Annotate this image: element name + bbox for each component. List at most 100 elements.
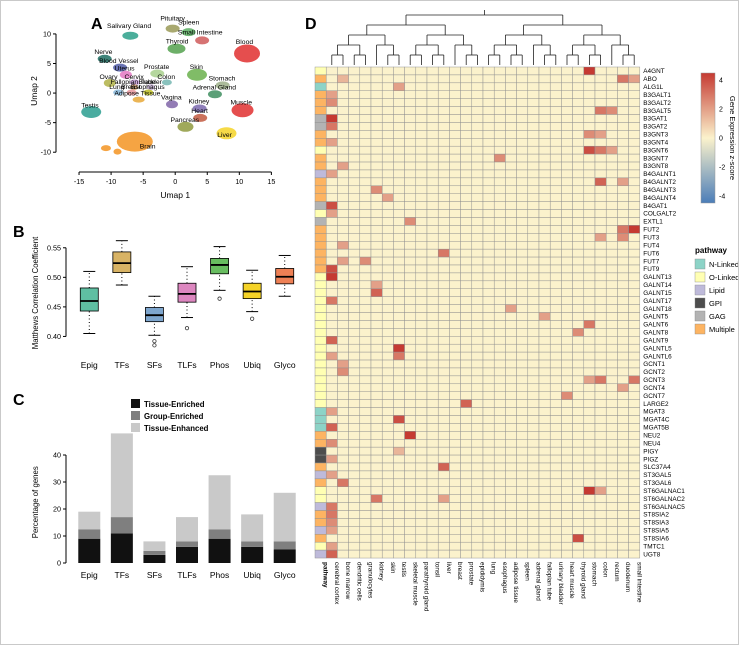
pathway-cell xyxy=(314,217,327,226)
heatmap-cell xyxy=(572,518,585,527)
heatmap-cell xyxy=(415,225,428,234)
heatmap-cell xyxy=(381,209,394,218)
heatmap-cell xyxy=(493,193,506,202)
pathway-cell xyxy=(314,288,327,297)
heatmap-cell xyxy=(325,233,338,242)
heatmap-cell xyxy=(460,138,473,147)
heatmap-cell xyxy=(505,462,517,472)
heatmap-cell xyxy=(337,248,349,258)
heatmap-cell xyxy=(449,90,461,99)
heatmap-cell xyxy=(538,549,551,559)
heatmap-cell xyxy=(572,161,585,171)
heatmap-cell xyxy=(594,201,607,210)
heatmap-cell xyxy=(505,169,517,179)
heatmap-cell xyxy=(628,351,641,361)
heatmap-cell xyxy=(325,367,338,377)
heatmap-cell xyxy=(359,241,372,250)
heatmap-cell xyxy=(415,541,428,551)
heatmap-cell xyxy=(381,145,394,155)
column-label: lung xyxy=(490,562,497,575)
heatmap-cell xyxy=(628,74,641,84)
heatmap-cell xyxy=(415,153,428,163)
heatmap-cell xyxy=(527,288,540,297)
heatmap-cell xyxy=(393,375,405,385)
heatmap-cell xyxy=(348,241,361,250)
heatmap-cell xyxy=(325,264,338,274)
heatmap-cell xyxy=(605,454,618,464)
heatmap-cell xyxy=(605,106,618,115)
heatmap-cell xyxy=(449,407,461,416)
pathway-cell xyxy=(314,241,327,250)
heatmap-cell xyxy=(415,415,428,424)
heatmap-cell xyxy=(437,288,450,297)
heatmap-cell xyxy=(583,138,596,147)
heatmap-cell xyxy=(628,161,641,171)
column-label: liver xyxy=(445,562,452,575)
heatmap-cell xyxy=(527,312,540,321)
heatmap-cell xyxy=(628,454,641,464)
column-label: kidney xyxy=(378,562,385,581)
heatmap-cell xyxy=(516,248,529,258)
bar-segment xyxy=(110,517,133,534)
heatmap-cell xyxy=(348,431,361,440)
heatmap-cell xyxy=(505,343,517,353)
heatmap-cell xyxy=(404,399,417,408)
heatmap-cell xyxy=(325,130,338,139)
heatmap-cell xyxy=(325,407,338,416)
heatmap-cell xyxy=(325,106,338,115)
heatmap-cell xyxy=(493,145,506,155)
heatmap-cell xyxy=(482,320,495,329)
heatmap-cell xyxy=(561,272,573,282)
heatmap-cell xyxy=(449,248,461,258)
heatmap-cell xyxy=(605,375,618,385)
heatmap-cell xyxy=(561,201,573,210)
gene-label: B3GNT7 xyxy=(643,155,668,162)
heatmap-cell xyxy=(482,351,495,361)
heatmap-cell xyxy=(449,439,461,448)
heatmap-cell xyxy=(594,98,607,107)
heatmap-cell xyxy=(337,320,349,329)
heatmap-cell xyxy=(594,320,607,329)
heatmap-cell xyxy=(482,383,495,392)
umap-cluster-label: Thyroid xyxy=(166,38,189,45)
umap-clusters xyxy=(81,24,261,155)
heatmap-cell xyxy=(482,169,495,179)
heatmap-cell xyxy=(572,415,585,424)
heatmap-cell xyxy=(628,288,641,297)
heatmap-cell xyxy=(325,201,338,210)
heatmap-cell xyxy=(337,534,349,543)
umap-cluster-blob xyxy=(167,43,186,54)
gene-label: GCNT3 xyxy=(643,377,665,384)
heatmap-cell xyxy=(617,431,629,440)
heatmap-cell xyxy=(325,423,338,432)
heatmap-cell xyxy=(426,439,439,448)
heatmap-cell xyxy=(381,510,394,519)
heatmap-cell xyxy=(594,233,607,242)
heatmap-cell xyxy=(561,375,573,385)
heatmap-cell xyxy=(583,122,596,131)
heatmap-cell xyxy=(482,185,495,194)
heatmap-cell xyxy=(404,312,417,321)
heatmap-cell xyxy=(325,66,338,76)
heatmap-cell xyxy=(583,526,596,535)
heatmap-cell xyxy=(505,534,517,543)
heatmap-cell xyxy=(617,526,629,535)
heatmap-cell xyxy=(348,343,361,353)
gene-label: GCNT1 xyxy=(643,361,665,368)
heatmap-cell xyxy=(594,304,607,313)
heatmap-cell xyxy=(594,462,607,472)
column-label: stomach xyxy=(591,562,598,587)
pathway-cell xyxy=(314,304,327,313)
heatmap-cell xyxy=(460,169,473,179)
heatmap-cell xyxy=(572,320,585,329)
umap-cluster-label: Bladder xyxy=(138,79,162,86)
gene-label: B4GALNT3 xyxy=(643,187,676,194)
heatmap-cell xyxy=(617,541,629,551)
svg-text:-10: -10 xyxy=(41,148,51,157)
heatmap-cell xyxy=(516,312,529,321)
bar-segment xyxy=(273,541,296,550)
heatmap-cell xyxy=(325,225,338,234)
heatmap-cell xyxy=(393,320,405,329)
heatmap-cell xyxy=(370,177,383,187)
heatmap-cell xyxy=(348,351,361,361)
